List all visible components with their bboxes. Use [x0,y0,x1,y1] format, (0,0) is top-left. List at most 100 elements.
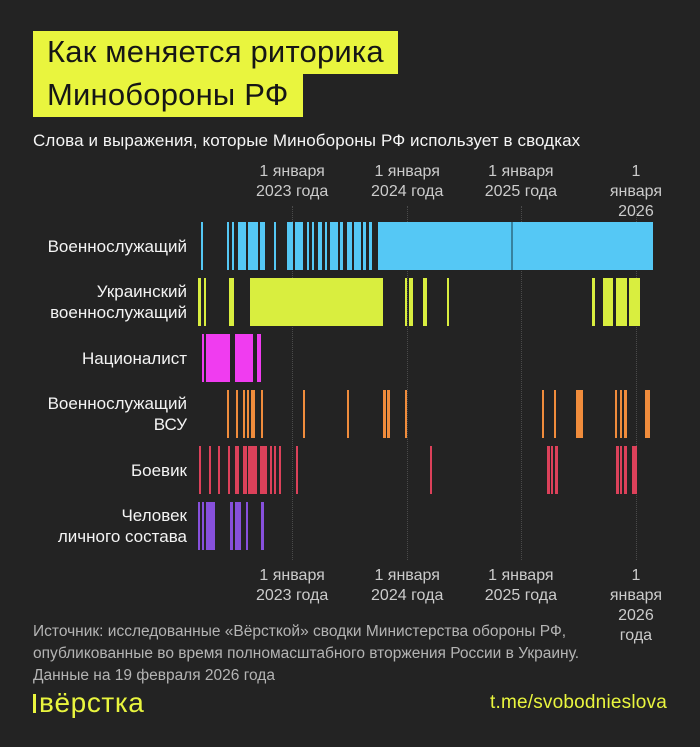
row-labels-column: Военнослужащий Украинский военнослужащий Н… [0,0,187,747]
timeline-segment [615,446,619,494]
timeline-segment [235,446,240,494]
axis-tick-label-top: 1 января 2024 года [371,163,444,200]
timeline-segment [591,278,596,326]
timeline-segment [242,390,245,438]
timeline-segment [260,446,268,494]
timeline-segment [576,390,584,438]
timeline-segment [248,222,258,270]
axis-tick-label-top: 1 января 2025 года [484,163,558,200]
timeline-segment [620,446,622,494]
timeline-segment [632,446,637,494]
timeline-segment [197,502,200,550]
timeline-segment [620,390,622,438]
axis-tick-label-bottom: 1 января 2023 года [255,567,329,604]
timeline-segment [383,390,386,438]
timeline-segment [306,222,309,270]
timeline-segment [269,446,273,494]
timeline-segment [248,446,257,494]
timeline-segment [235,390,238,438]
row-label: Военнослужащий [47,236,187,256]
timeline-segment [229,278,235,326]
timeline-segment [363,222,366,270]
verstka-logo-bar-icon [33,693,36,713]
timeline-segment [353,222,361,270]
timeline-segment [227,222,229,270]
page-title-line-1: Как меняется риторика [33,31,398,74]
timeline-segment [229,502,234,550]
timeline-segment [429,446,432,494]
timeline-segment [409,278,414,326]
axis-tick-label-top: 1 января 2023 года [255,163,329,200]
page-title-line-2: Минобороны РФ [33,74,303,117]
timeline-segment [209,446,211,494]
source-note: Источник: исследованные «Вёрсткой» сводк… [33,623,580,684]
axis-tick-label-bottom: 1 января 2025 года [484,567,558,604]
timeline-segment [542,390,545,438]
timeline-segment [346,390,350,438]
timeline-segment [645,390,650,438]
timeline-segment [231,222,235,270]
timeline-segment [447,278,449,326]
timeline-segment [217,446,221,494]
gridline [292,206,294,560]
verstka-logo: вёрстка [33,687,144,719]
timeline-segment [228,446,230,494]
timeline-segment [235,334,254,382]
timeline-segment [261,390,263,438]
timeline-row [197,390,661,438]
verstka-logo-text: вёрстка [39,687,145,718]
timeline-segment [615,390,617,438]
timeline-segment [369,222,372,270]
timeline-segment [302,390,306,438]
timeline-segment [261,502,264,550]
timeline-segment [623,446,628,494]
timeline-segment [294,222,303,270]
axis-tick-label-bottom: 1 января 2026 года [609,567,662,644]
timeline-segment [325,222,327,270]
timeline-segment [346,222,352,270]
timeline-segment [205,334,230,382]
gridline [520,206,522,560]
timeline-segment [551,446,553,494]
timeline-segment [422,278,428,326]
timeline-segment [274,222,276,270]
row-label: Военнослужащий ВСУ [47,394,187,434]
timeline-segment [202,334,204,382]
timeline-segment [553,390,557,438]
timeline-row [197,222,661,270]
page-title: Как меняется риторика Минобороны РФ [33,31,398,117]
row-label: Националист [82,348,187,368]
timeline-row [197,502,661,550]
timeline-segment-divider [511,222,514,270]
timeline-segment [386,390,390,438]
timeline-segment [249,278,384,326]
timeline-segment [202,502,204,550]
timeline-segment [312,222,314,270]
timeline-segment [242,446,248,494]
gridline [407,206,409,560]
timeline-segment [237,222,247,270]
timeline-segment [555,446,558,494]
timeline-segment [260,222,266,270]
timeline-segment [546,446,551,494]
plot-area: 1 января 2023 года 1 января 2023 года 1 ян… [197,0,662,747]
timeline-segment [628,278,641,326]
timeline-segment [235,502,242,550]
timeline-segment [246,502,249,550]
timeline-row [197,278,661,326]
timeline-segment [603,278,614,326]
timeline-segment [197,278,202,326]
timeline-segment [318,222,322,270]
telegram-link[interactable]: t.me/svobodnieslova [489,692,667,713]
row-label: Боевик [130,460,187,480]
timeline-segment [250,390,255,438]
row-label: Человек личного состава [57,506,187,546]
gridline [635,206,637,560]
timeline-segment [339,222,344,270]
timeline-segment [205,502,216,550]
chart-subtitle: Слова и выражения, которые Минобороны РФ… [33,131,581,150]
timeline-segment [247,390,249,438]
timeline-segment [295,446,299,494]
timeline-segment [201,222,204,270]
